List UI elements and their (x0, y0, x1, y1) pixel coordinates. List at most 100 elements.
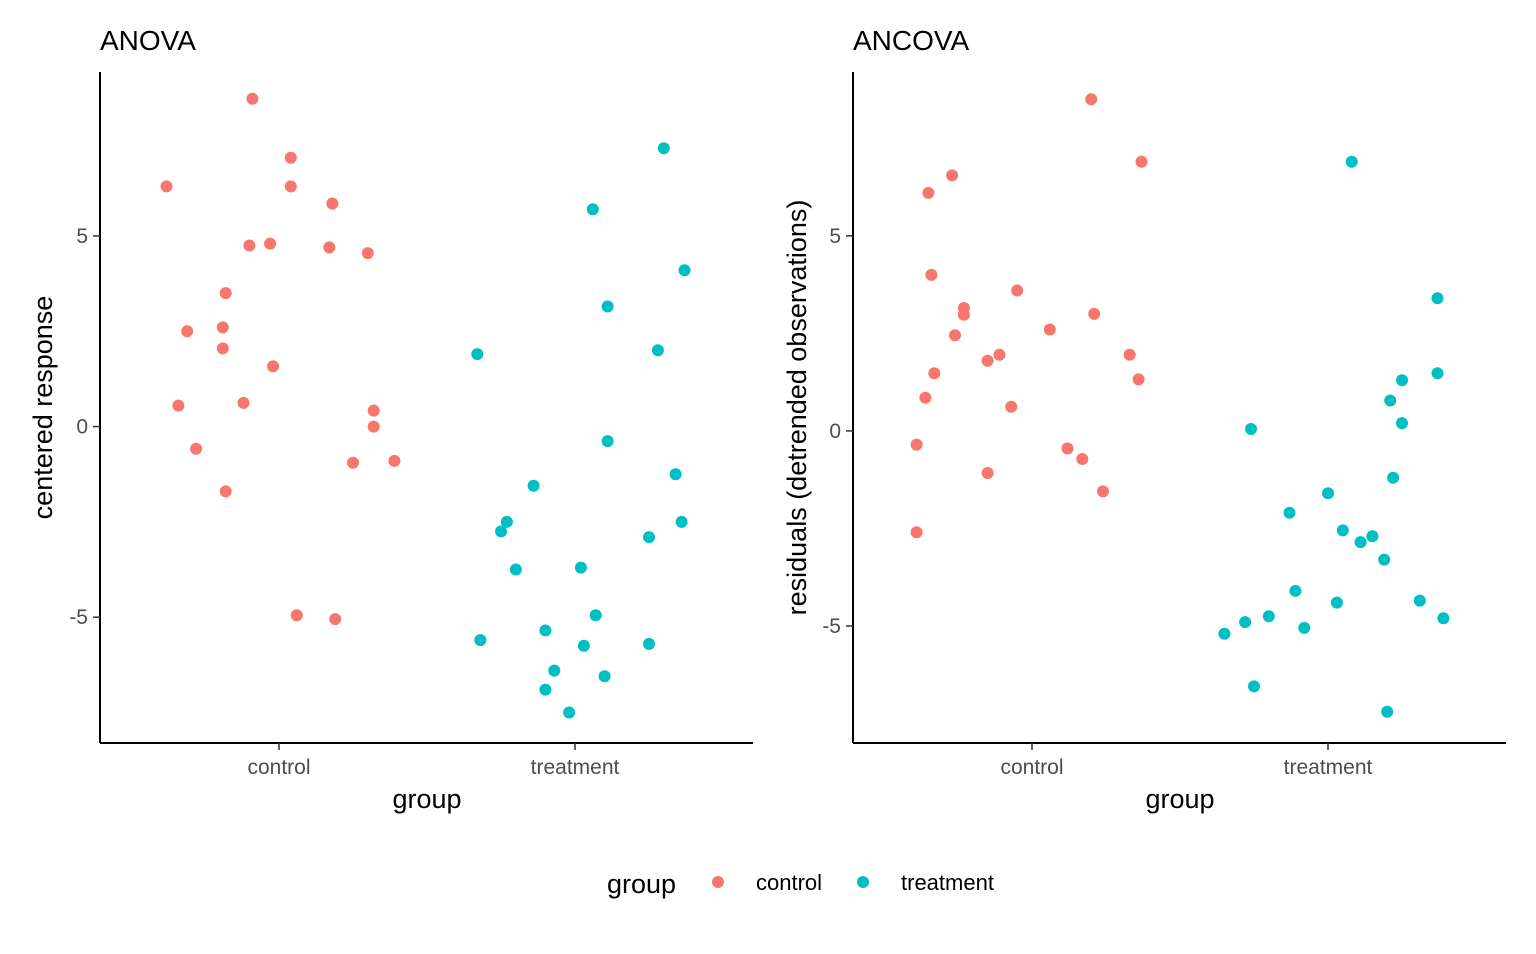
x-axis-label: group (1145, 784, 1214, 814)
series-control (160, 92, 401, 626)
data-point-control (284, 180, 297, 193)
data-point-treatment (1431, 292, 1444, 305)
legend: group control treatment (607, 869, 994, 899)
data-point-treatment (539, 683, 552, 696)
panel-ancova: ANCOVA -5 0 5 control treatment group residuals… (782, 25, 1506, 814)
data-point-treatment (1336, 524, 1349, 537)
y-tick-label: -5 (822, 615, 841, 638)
data-point-treatment (1289, 584, 1302, 597)
data-point-treatment (548, 664, 561, 677)
x-axis-label: group (392, 784, 461, 814)
data-point-control (919, 391, 932, 404)
data-point-control (993, 348, 1006, 361)
data-point-control (219, 287, 232, 300)
data-point-control (388, 454, 401, 467)
data-point-control (172, 399, 185, 412)
data-point-treatment (1378, 553, 1391, 566)
y-axis-label: centered response (28, 296, 58, 520)
x-tick-label-treatment: treatment (531, 756, 620, 779)
data-point-control (1097, 485, 1109, 498)
data-point-control (181, 325, 194, 338)
y-tick-label: -5 (69, 606, 88, 629)
data-point-treatment (1396, 417, 1408, 430)
data-point-control (1005, 400, 1018, 413)
legend-key-control (712, 876, 724, 888)
data-point-treatment (598, 670, 611, 683)
legend-title: group (607, 869, 676, 899)
data-point-treatment (1239, 616, 1252, 629)
data-point-treatment (1431, 367, 1444, 380)
data-point-control (949, 329, 961, 342)
data-point-treatment (577, 639, 590, 652)
panel-title: ANOVA (100, 25, 196, 56)
data-point-treatment (509, 563, 522, 576)
data-point-treatment (1384, 394, 1397, 407)
data-point-control (264, 237, 277, 250)
panel-anova: ANOVA -5 0 5 control treatment group centered r… (28, 25, 753, 814)
data-point-treatment (563, 706, 576, 719)
data-point-control (910, 526, 923, 539)
data-point-control (1088, 307, 1101, 320)
data-point-control (237, 396, 250, 409)
data-point-treatment (1396, 374, 1408, 387)
data-point-control (361, 247, 374, 260)
data-point-control (246, 92, 259, 105)
data-point-control (981, 354, 994, 367)
x-tick-label-control: control (1000, 756, 1063, 779)
data-point-control (946, 169, 959, 182)
data-point-treatment (1245, 423, 1257, 435)
data-point-control (928, 367, 941, 380)
data-point-control (284, 151, 297, 164)
data-point-control (216, 321, 229, 334)
data-point-treatment (1322, 487, 1334, 500)
series-control (910, 93, 1148, 539)
data-point-control (922, 186, 935, 199)
legend-label-control: control (756, 870, 822, 895)
data-point-control (1123, 348, 1136, 361)
data-point-treatment (474, 634, 487, 647)
y-tick-label: 5 (829, 225, 841, 248)
data-point-treatment (1248, 680, 1260, 693)
data-point-treatment (678, 264, 691, 277)
data-point-treatment (574, 561, 587, 574)
data-point-treatment (601, 435, 614, 448)
y-tick-label: 0 (829, 420, 841, 443)
data-point-treatment (1387, 471, 1400, 484)
y-tick-label: 5 (76, 225, 88, 248)
data-point-treatment (675, 515, 688, 528)
data-point-control (1132, 373, 1145, 386)
data-point-control (367, 420, 380, 433)
y-tick-label: 0 (76, 416, 88, 439)
data-point-control (347, 456, 359, 469)
data-point-treatment (1366, 530, 1379, 543)
data-point-treatment (1298, 621, 1311, 634)
data-point-control (1135, 155, 1148, 168)
data-point-treatment (500, 515, 513, 528)
data-point-treatment (1354, 536, 1367, 549)
data-point-control (981, 467, 994, 479)
data-point-treatment (1218, 627, 1231, 640)
data-point-control (1076, 453, 1089, 465)
data-point-treatment (643, 531, 655, 544)
data-point-treatment (527, 479, 540, 492)
data-point-control (367, 404, 380, 417)
panel-title: ANCOVA (853, 25, 969, 56)
data-point-control (243, 239, 256, 252)
data-point-control (1085, 93, 1098, 106)
data-point-control (267, 360, 280, 373)
data-point-treatment (601, 300, 614, 313)
data-point-treatment (657, 142, 670, 155)
data-point-control (1011, 284, 1024, 297)
data-point-treatment (669, 468, 682, 481)
data-point-treatment (589, 609, 602, 622)
data-point-treatment (1262, 610, 1275, 623)
data-point-treatment (1381, 705, 1394, 718)
data-point-control (1061, 442, 1074, 455)
data-point-treatment (495, 525, 507, 538)
data-point-control (290, 609, 303, 622)
data-point-treatment (1437, 612, 1450, 625)
data-point-treatment (1283, 506, 1296, 519)
data-point-control (160, 180, 173, 193)
